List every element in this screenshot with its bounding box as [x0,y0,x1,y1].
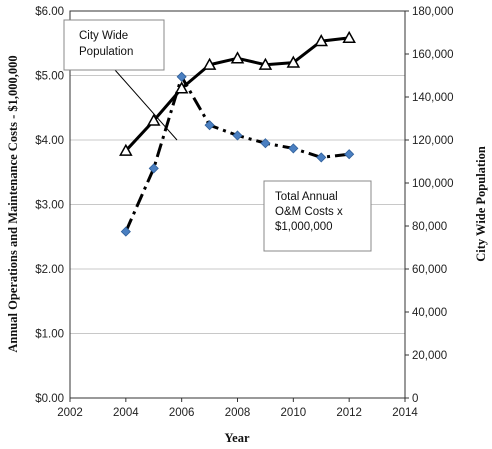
y-left-tick-label: $0.00 [35,393,64,405]
cost-point [316,152,327,163]
population-callout-box [63,19,165,71]
population-point [230,51,245,64]
y-left-tick-label: $4.00 [35,135,64,147]
x-axis-title: Year [225,431,250,445]
y-right-tick-label: 100,000 [412,178,454,190]
population-callout: City Wide Population [63,19,178,141]
y-right-tick-label: 60,000 [412,264,447,276]
x-tick-label: 2012 [336,407,362,419]
x-tick-label: 2014 [392,407,418,419]
y-right-tick-label: 0 [412,393,418,405]
population-point [174,81,189,94]
population-point [314,34,329,47]
cost-point [120,226,131,237]
grid-lines [70,75,405,334]
cost-point [204,120,215,131]
y-right-axis-title: City Wide Population [474,146,488,262]
cost-point [232,130,243,141]
y-left-tick-label: $6.00 [35,6,64,18]
y-left-tick-label: $5.00 [35,71,64,83]
y-right-tick-label: 40,000 [412,307,447,319]
x-tick-label: 2006 [169,407,195,419]
cost-callout-line-2: O&M Costs x [275,206,343,218]
y-left-tick-label: $1.00 [35,329,64,341]
cost-callout-box [263,180,372,252]
cost-point [288,143,299,154]
population-point [119,143,133,156]
y-right-tick-label: 120,000 [412,135,454,147]
y-right-ticks: 0 20,000 40,000 60,000 80,000 100,000 120,000 1… [405,6,454,405]
series-layer [119,30,356,237]
cost-callout: Total Annual O&M Costs x $1,000,000 [263,180,372,252]
population-callout-leader [114,69,178,141]
cost-point [176,71,187,82]
y-right-tick-label: 160,000 [412,49,454,61]
y-right-tick-label: 180,000 [412,6,454,18]
population-callout-line-2: Population [79,46,133,58]
y-right-tick-label: 80,000 [412,221,447,233]
population-callout-line-1: City Wide [79,30,128,42]
cost-callout-line-3: $1,000,000 [275,221,333,233]
cost-point [344,149,355,160]
population-point [202,57,217,70]
y-left-axis-title: Annual Operations and Maintenance Costs … [6,55,20,352]
y-left-tick-label: $3.00 [35,200,64,212]
y-left-tick-label: $2.00 [35,264,64,276]
cost-point [260,138,271,149]
population-point [146,113,161,126]
x-tick-label: 2002 [57,407,83,419]
x-tick-label: 2010 [281,407,307,419]
y-left-ticks: $0.00 $1.00 $2.00 $3.00 $4.00 $5.00 $6.00 [35,6,64,405]
population-point [258,57,273,70]
cost-callout-line-1: Total Annual [275,191,338,203]
population-point [286,55,301,68]
x-tick-label: 2008 [225,407,251,419]
cost-point [148,163,159,174]
population-point [342,30,356,44]
y-right-tick-label: 20,000 [412,350,447,362]
y-right-tick-label: 140,000 [412,92,454,104]
x-tick-label: 2004 [113,407,139,419]
x-ticks: 2002 2004 2006 2008 2010 2012 2014 [57,398,418,419]
